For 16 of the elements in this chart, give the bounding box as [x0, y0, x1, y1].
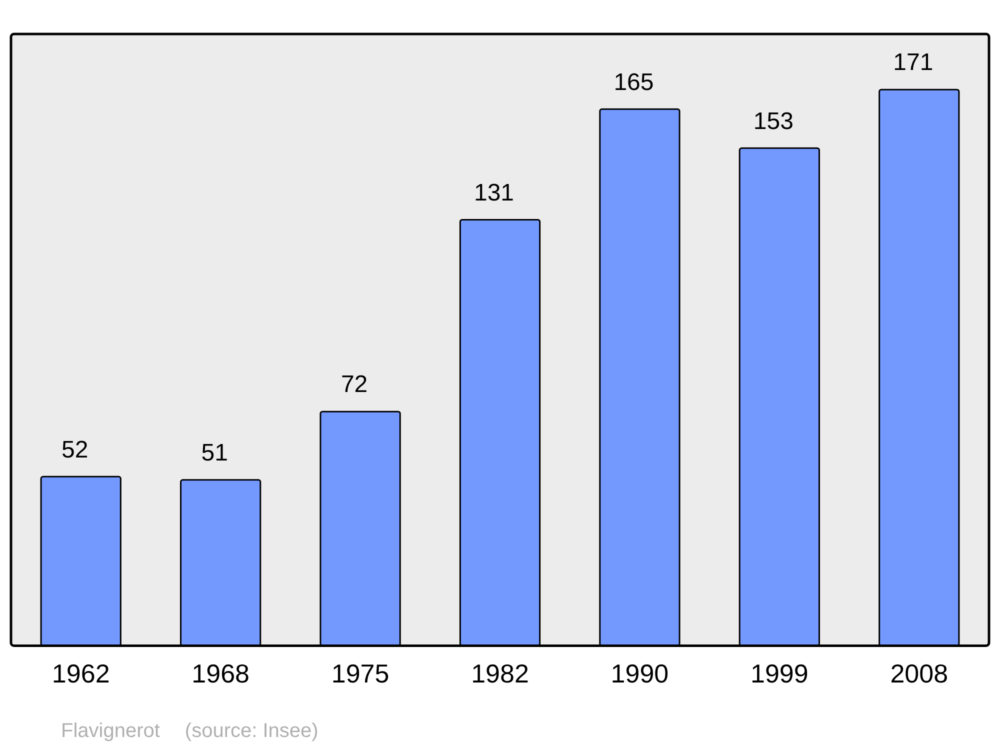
data-label: 52: [62, 436, 88, 464]
data-label: 165: [614, 68, 654, 96]
x-tick-label: 1975: [331, 658, 390, 689]
x-tick-label: 1999: [750, 658, 808, 689]
data-label: 131: [474, 179, 514, 206]
x-tick-label: 2008: [890, 658, 948, 689]
data-label: 72: [340, 371, 368, 398]
data-label: 153: [753, 108, 794, 135]
data-label: 51: [201, 440, 228, 467]
x-tick-label: 1968: [192, 658, 250, 689]
x-tick-label: 1990: [610, 658, 669, 689]
x-tick-label: 1982: [471, 658, 529, 689]
text: Flavignerot: [61, 720, 160, 742]
x-tick-label: 1962: [52, 658, 110, 689]
data-label: 171: [893, 49, 934, 76]
text: (source: Insee): [184, 720, 318, 742]
